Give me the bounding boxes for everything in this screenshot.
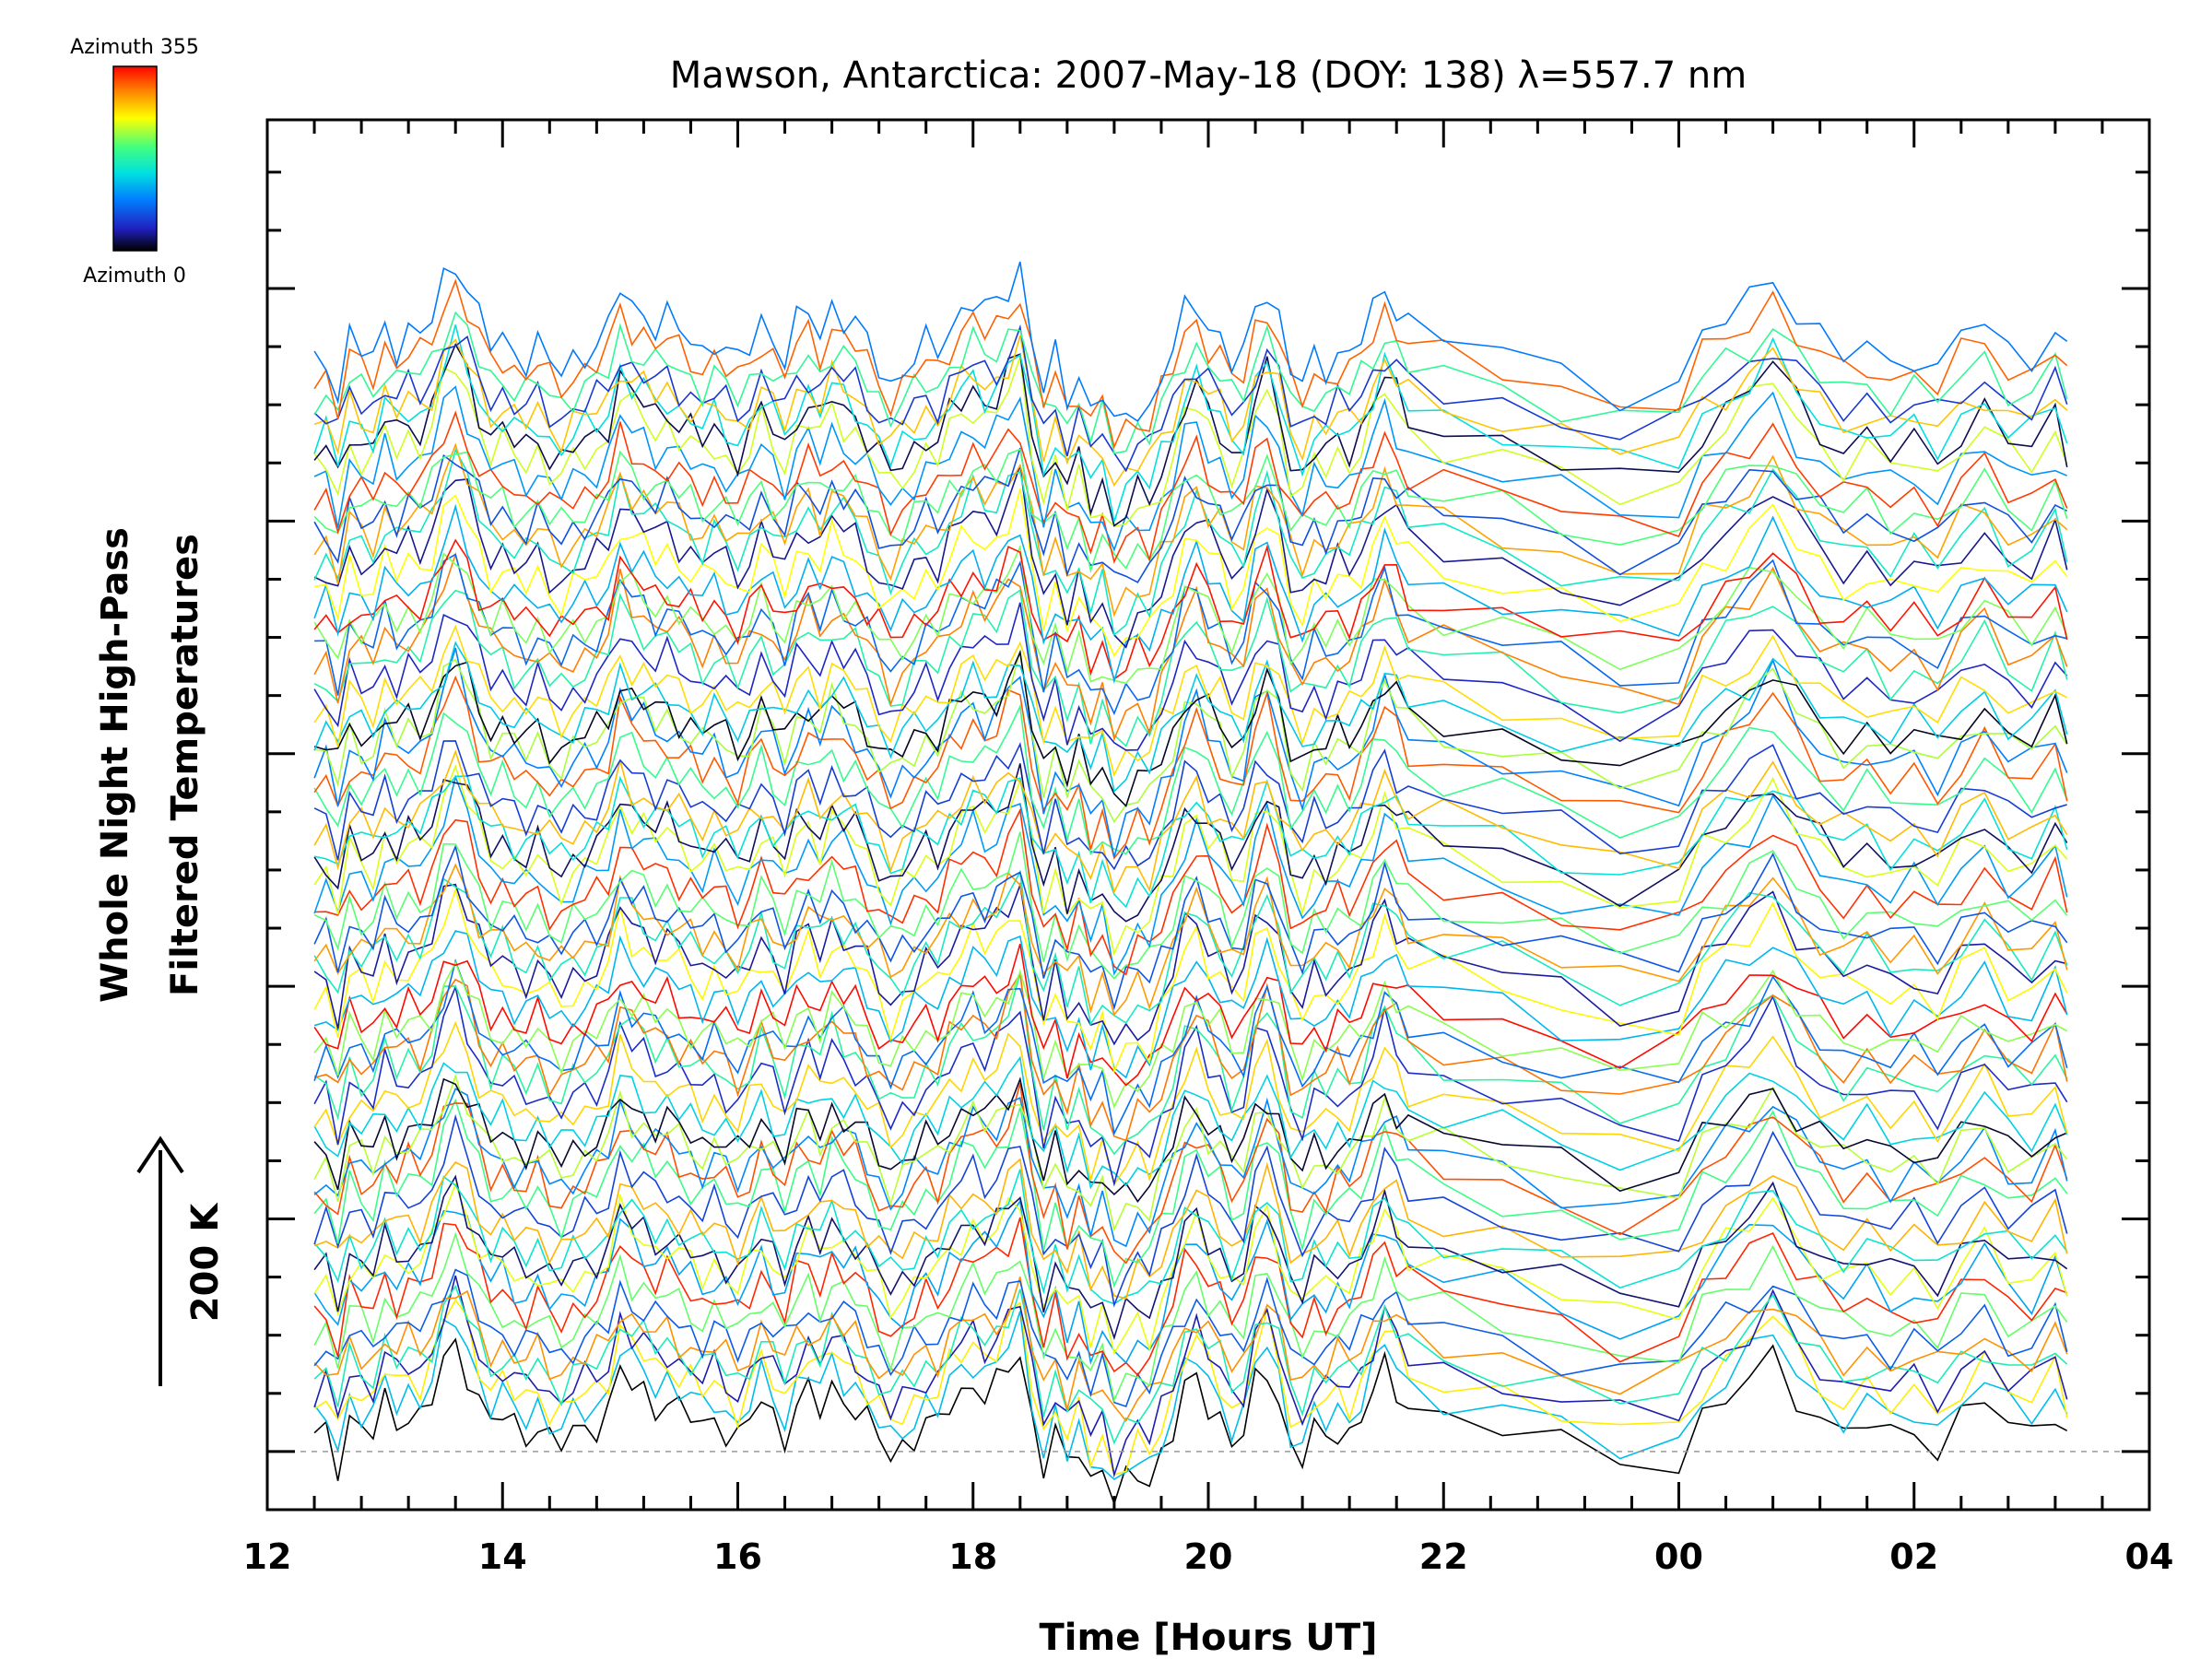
series-line [313,1182,2068,1356]
series-line [313,261,2068,422]
series-line [313,960,2068,1110]
series-line [313,869,2068,1027]
colorbar-gradient [112,65,158,252]
y-axis-label-line1: Whole Night High-Pass [94,527,136,1003]
series-line [313,1217,2067,1377]
series-line [313,930,2068,1079]
series-line [313,447,2068,583]
series-line [313,465,2068,649]
x-tick-label: 14 [478,1536,527,1577]
series-line [313,1098,2068,1288]
series-line [313,1277,2068,1423]
series-line [313,410,2068,564]
series-line [313,1113,2068,1308]
series-line [313,442,2068,618]
series-line [313,1020,2068,1187]
colorbar: Azimuth 355 Azimuth 0 [70,36,199,288]
series-line [313,641,2068,794]
series-line [313,703,2068,856]
series-line [313,863,2068,1017]
series-line [313,1299,2068,1476]
series-line [313,448,2068,574]
series-line [313,1275,2068,1478]
series-line [313,385,2068,552]
series-line [313,602,2068,751]
series-line [313,649,2068,808]
x-tick-labels: 12 14 16 18 20 22 00 02 04 [243,1536,2174,1577]
scale-label: 200 K [184,1202,227,1322]
series-line [313,675,2068,860]
series-line [313,647,2068,858]
series-line [314,553,2067,716]
series-line [313,1198,2068,1366]
ticks-layer [265,120,2151,1512]
scale-arrow-head [136,1135,184,1174]
series-line [313,342,2068,527]
series-line [313,1088,2068,1248]
series-line [313,887,2068,1074]
x-tick-label: 22 [1419,1536,1468,1577]
series-line [313,1055,2068,1190]
series-line [313,1337,2068,1507]
series-line [313,740,2067,871]
series-line [313,448,2068,637]
series-line [313,1284,2068,1445]
x-tick-label: 12 [243,1536,292,1577]
series-line [313,1268,2068,1408]
chart-title: Mawson, Antarctica: 2007-May-18 (DOY: 13… [670,54,1747,97]
x-tick-label: 16 [713,1536,762,1577]
series-line [313,1077,2068,1203]
series-line [313,589,2068,747]
scale-arrow: 200 K [136,1135,227,1386]
x-axis-label: Time [Hours UT] [1040,1617,1378,1659]
series-line [313,624,2068,778]
series-line [313,972,2068,1156]
series-layer [313,261,2068,1507]
y-axis-label-line2: Filtered Temperatures [164,534,206,996]
series-line [313,324,2068,523]
series-line [313,324,2068,473]
x-tick-label: 18 [948,1536,997,1577]
series-line [314,650,2068,824]
series-line [313,843,2068,1011]
x-tick-label: 20 [1184,1536,1233,1577]
series-line [313,984,2068,1187]
series-line [313,774,2068,976]
series-line [313,1169,2068,1305]
series-line [313,1231,2068,1403]
x-tick-label: 02 [1889,1536,1938,1577]
series-line [313,763,2068,957]
colorbar-bottom-label: Azimuth 0 [83,265,186,288]
series-line [314,807,2068,976]
colorbar-top-label: Azimuth 355 [70,36,199,59]
x-tick-label: 04 [2125,1536,2174,1577]
series-line [313,503,2068,684]
series-line [313,311,2068,454]
series-line [313,488,2068,657]
series-line [313,958,2068,1136]
series-line [313,1174,2068,1341]
series-line [313,882,2067,1046]
series-line [313,335,2068,488]
series-line [313,943,2068,1087]
series-line [313,775,2068,909]
series-line [313,1074,2068,1232]
x-tick-label: 00 [1654,1536,1703,1577]
series-line [313,551,2068,742]
series-line [313,749,2068,895]
series-line [313,1158,2068,1300]
series-line [313,278,2068,450]
series-line [313,831,2068,980]
series-line [313,971,2068,1142]
series-line [313,538,2068,680]
